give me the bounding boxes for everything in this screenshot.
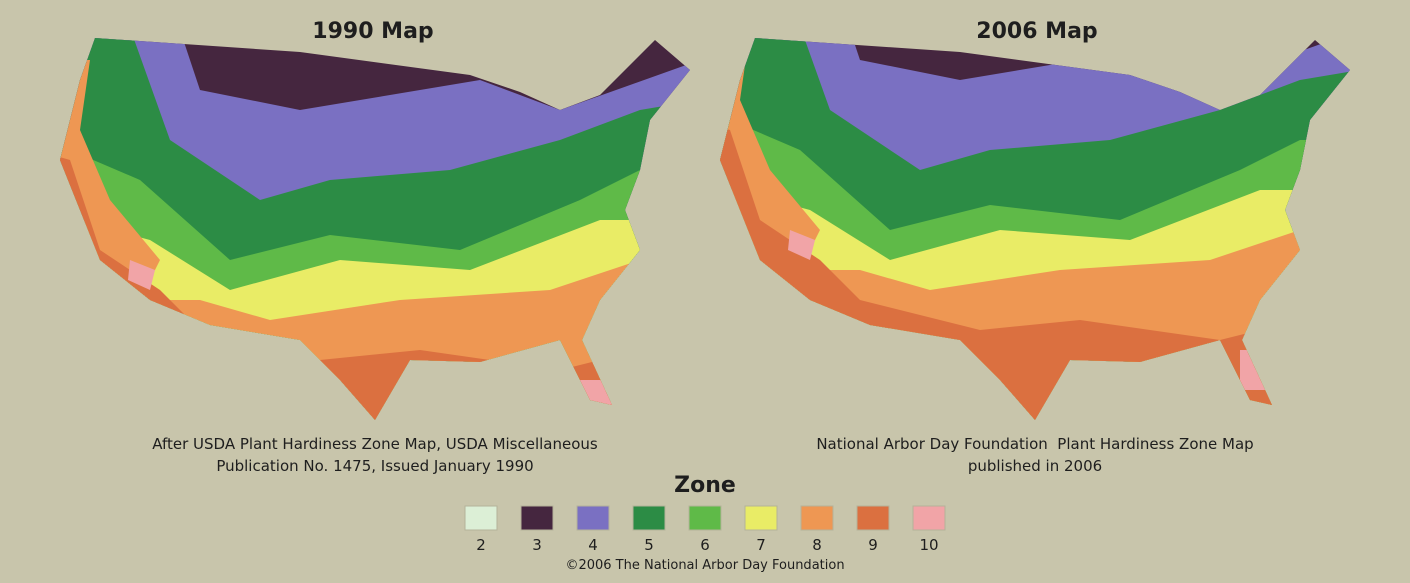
caption: published in 2006 (968, 457, 1102, 475)
legend-swatch (800, 505, 834, 531)
legend-swatch (464, 505, 498, 531)
legend-swatch (744, 505, 778, 531)
legend-swatch (520, 505, 554, 531)
legend-label: 5 (644, 536, 654, 554)
legend-swatch (632, 505, 666, 531)
legend-label: 6 (700, 536, 710, 554)
caption: National Arbor Day Foundation Plant Hard… (816, 435, 1253, 453)
legend-label: 4 (588, 536, 598, 554)
map-1990 (60, 38, 690, 420)
map-2006 (720, 38, 1350, 420)
legend-swatch (912, 505, 946, 531)
legend-label: 8 (812, 536, 822, 554)
legend-title: Zone (674, 473, 736, 498)
map-title: 1990 Map (312, 19, 433, 44)
caption: Publication No. 1475, Issued January 199… (216, 457, 533, 475)
legend-swatch (688, 505, 722, 531)
map-title: 2006 Map (976, 19, 1097, 44)
legend-label: 9 (868, 536, 878, 554)
legend-swatch (856, 505, 890, 531)
footer: ©2006 The National Arbor Day Foundation (565, 558, 844, 573)
legend-label: 2 (476, 536, 486, 554)
legend-label: 7 (756, 536, 766, 554)
legend-label: 10 (919, 536, 938, 554)
legend-swatch (576, 505, 610, 531)
legend-label: 3 (532, 536, 542, 554)
caption: After USDA Plant Hardiness Zone Map, USD… (152, 435, 598, 453)
